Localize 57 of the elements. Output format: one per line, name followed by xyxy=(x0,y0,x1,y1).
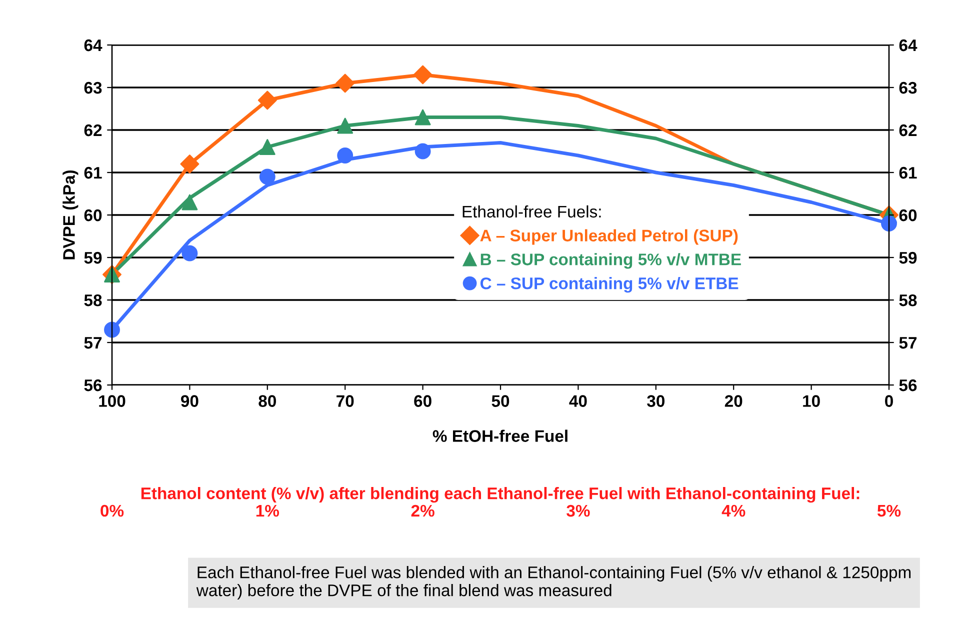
y-tick-label: 57 xyxy=(84,337,102,349)
y-tick-label: 62 xyxy=(84,124,102,136)
y2-tick-label: 59 xyxy=(899,252,917,264)
y-tick-label: 63 xyxy=(84,82,102,94)
point xyxy=(414,109,431,126)
y2-tick-label: 64 xyxy=(899,39,918,52)
point xyxy=(182,245,198,262)
x-tick-label: 100 xyxy=(99,395,126,407)
x-tick-label: 0 xyxy=(885,395,893,407)
y2-tick-label: 61 xyxy=(899,166,917,179)
point xyxy=(180,154,200,174)
x-tick-label: 40 xyxy=(569,395,587,407)
y2-tick-label: 63 xyxy=(899,82,917,94)
point xyxy=(259,139,276,155)
x2-tick-label: 5% xyxy=(877,504,901,517)
legend-label: C – SUP containing 5% v/v ETBE xyxy=(480,277,738,293)
point xyxy=(182,194,198,210)
y2-tick-label: 58 xyxy=(899,294,917,306)
legend-title: Ethanol-free Fuels: xyxy=(462,205,601,218)
text: Each Ethanol-free Fuel was blended with an Ethanol-containing Fuel (5% v/v ethanol & 1250ppm water) before the DVPE of the final blend was measured xyxy=(196,566,911,600)
point xyxy=(259,168,276,185)
y-tick-label: 58 xyxy=(84,294,102,306)
y2-tick-label: 60 xyxy=(899,209,917,222)
y-tick-label: 61 xyxy=(84,166,102,179)
y-tick-label: 60 xyxy=(84,209,102,222)
point xyxy=(413,65,432,84)
x-tick-label: 80 xyxy=(258,395,276,407)
x2-tick-label: 0% xyxy=(100,504,124,517)
x-tick-label: 70 xyxy=(336,395,354,407)
point xyxy=(336,74,355,93)
x2-tick-label: 2% xyxy=(411,504,434,517)
x-tick-label: 20 xyxy=(724,395,742,407)
x-tick-label: 30 xyxy=(647,395,664,407)
x2-tick-label: 1% xyxy=(256,504,280,517)
x2-tick-label: 4% xyxy=(722,504,746,517)
point xyxy=(337,148,354,164)
point xyxy=(104,322,120,338)
y2-tick-label: 62 xyxy=(899,124,917,136)
point xyxy=(881,216,897,232)
y-tick-label: 56 xyxy=(84,379,102,392)
x-tick-label: 60 xyxy=(414,395,432,407)
y2-tick-label: 57 xyxy=(899,337,917,349)
y2-tick-label: 56 xyxy=(899,379,917,392)
x-tick-label: 50 xyxy=(492,395,510,407)
point xyxy=(258,90,277,110)
legend-label: B – SUP containing 5% v/v MTBE xyxy=(480,253,741,269)
y-tick-label: 59 xyxy=(84,252,102,264)
x2-axis-title: Ethanol content (% v/v) after blending each Ethanol-free Fuel with Ethanol-containing Fuel: xyxy=(141,487,860,503)
x-tick-label: 90 xyxy=(181,395,198,407)
y-axis-title: DVPE (kPa) xyxy=(62,170,78,260)
x2-tick-label: 3% xyxy=(566,504,590,517)
point xyxy=(414,143,431,160)
y-tick-label: 64 xyxy=(84,39,102,52)
point xyxy=(337,118,354,134)
x-tick-label: 10 xyxy=(803,395,820,407)
x-axis-title: % EtOH-free Fuel xyxy=(432,430,568,442)
legend-label: A – Super Unleaded Petrol (SUP) xyxy=(480,229,738,245)
